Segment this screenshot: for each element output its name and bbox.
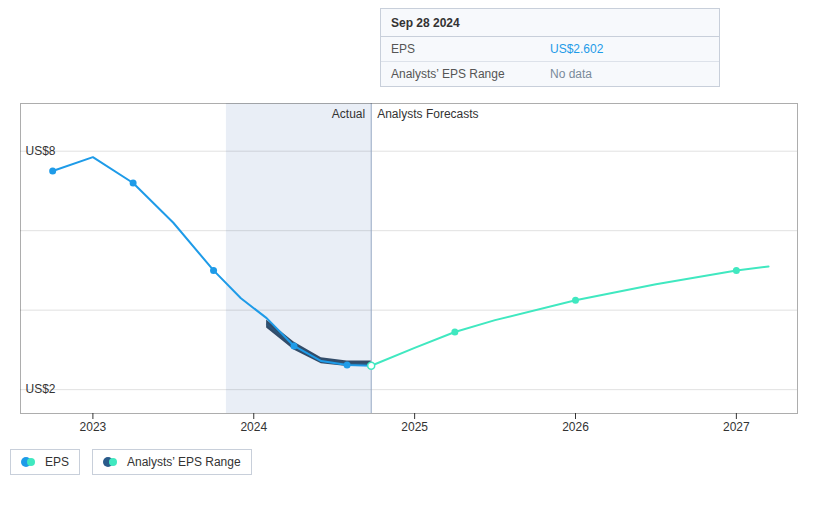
html-text:Analysts’ EPS Range: Analysts’ EPS Range (391, 67, 505, 81)
html-text:EPS: EPS (45, 455, 69, 469)
svg-text:Analysts Forecasts: Analysts Forecasts (377, 107, 478, 121)
svg-text:Actual: Actual (332, 107, 365, 121)
svg-text:2027: 2027 (723, 420, 750, 434)
svg-text:US$2: US$2 (26, 382, 56, 396)
svg-text:2023: 2023 (80, 420, 107, 434)
html-text:EPS: EPS (391, 42, 415, 56)
svg-text:2026: 2026 (562, 420, 589, 434)
html-text:No data: No data (550, 67, 592, 81)
html-text:Analysts’ EPS Range: Analysts’ EPS Range (127, 455, 241, 469)
html-text:Sep 28 2024: Sep 28 2024 (391, 16, 460, 30)
html-text:US$2.602: US$2.602 (550, 42, 604, 56)
svg-text:2025: 2025 (401, 420, 428, 434)
svg-text:2024: 2024 (240, 420, 267, 434)
svg-text:US$8: US$8 (26, 144, 56, 158)
